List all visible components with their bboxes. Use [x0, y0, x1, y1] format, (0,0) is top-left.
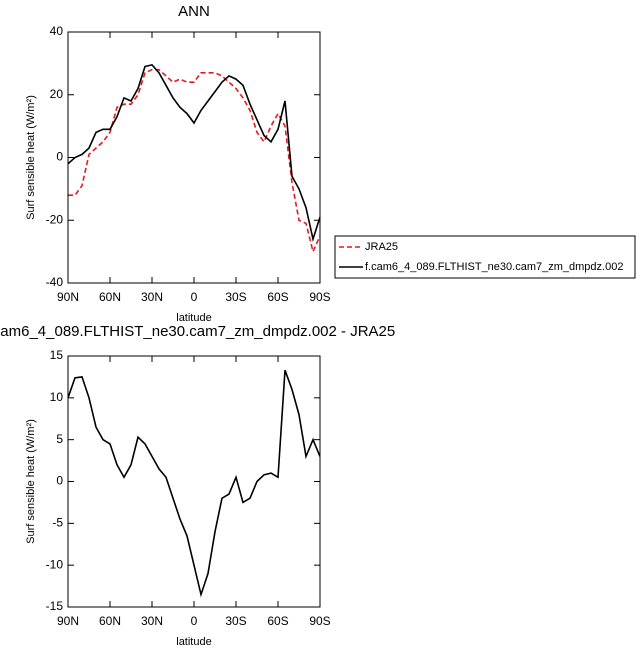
plot-frame — [67, 31, 321, 284]
y-tick-label: 15 — [50, 348, 64, 362]
data-line — [68, 68, 321, 255]
data-line — [67, 64, 321, 243]
plot-frame — [67, 355, 321, 608]
x-tick-label: 30S — [225, 614, 246, 628]
y-axis-label: Surf sensible heat (W/m²) — [25, 95, 37, 220]
x-tick-label: 90N — [57, 614, 79, 628]
x-tick-label: 30N — [141, 290, 163, 304]
x-axis-label: latitude — [176, 312, 211, 324]
y-tick-label: 10 — [50, 390, 64, 404]
y-tick-label: -20 — [46, 212, 64, 226]
y-tick-label: -5 — [52, 516, 63, 530]
data-line — [67, 369, 321, 598]
legend-label: f.cam6_4_089.FLTHIST_ne30.cam7_zm_dmpdz.… — [365, 261, 623, 273]
y-axis-label: Surf sensible heat (W/m²) — [25, 419, 37, 544]
x-tick-label: 90S — [309, 614, 330, 628]
y-tick-label: 0 — [56, 150, 63, 164]
y-tick-label: 5 — [56, 432, 63, 446]
x-tick-label: 60N — [99, 614, 121, 628]
chart-title: ANN — [178, 3, 210, 20]
x-axis-label: latitude — [176, 636, 211, 648]
y-tick-label: -15 — [46, 599, 64, 613]
y-tick-label: 0 — [56, 474, 63, 488]
legend-box — [334, 235, 636, 279]
x-tick-label: 90S — [309, 290, 330, 304]
x-tick-label: 90N — [57, 290, 79, 304]
y-tick-label: -10 — [46, 557, 64, 571]
x-tick-label: 60S — [267, 614, 288, 628]
x-tick-label: 60S — [267, 290, 288, 304]
y-tick-label: -40 — [46, 275, 64, 289]
y-tick-label: 20 — [50, 87, 64, 101]
x-tick-label: 60N — [99, 290, 121, 304]
x-tick-label: 0 — [191, 614, 198, 628]
x-tick-label: 30N — [141, 614, 163, 628]
x-tick-label: 0 — [191, 290, 198, 304]
legend-label: JRA25 — [365, 241, 398, 253]
chart-title: cam6_4_089.FLTHIST_ne30.cam7_zm_dmpdz.00… — [0, 323, 395, 340]
x-tick-label: 30S — [225, 290, 246, 304]
y-tick-label: 40 — [50, 24, 64, 38]
